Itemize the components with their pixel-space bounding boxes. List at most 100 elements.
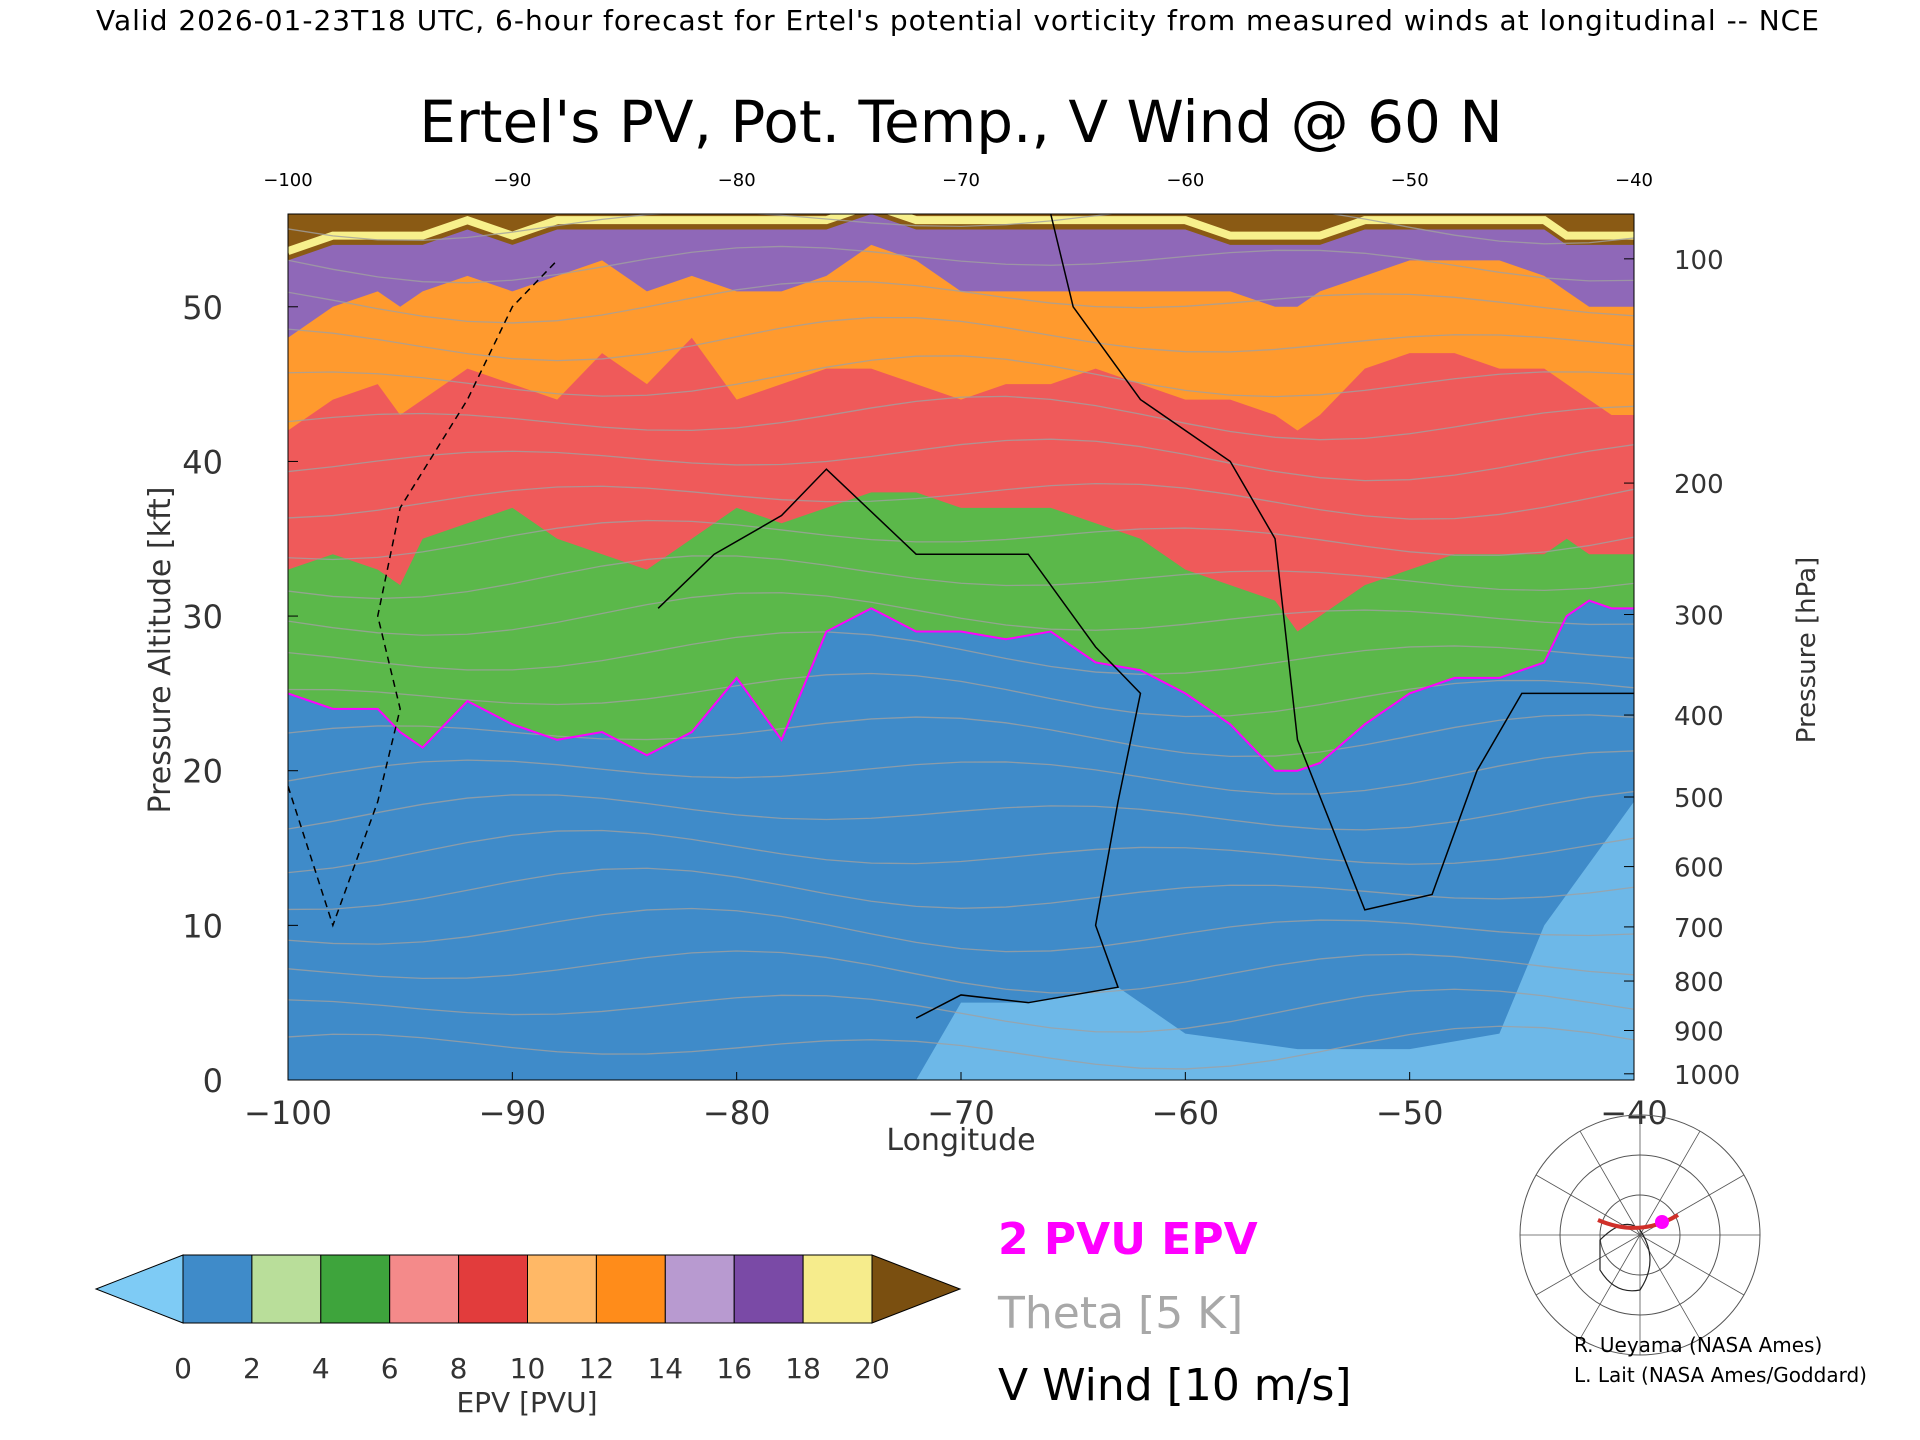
colorbar-label: EPV [PVU] <box>456 1386 597 1419</box>
colorbar-tick-label: 14 <box>647 1352 683 1385</box>
theta-contour <box>288 519 1634 561</box>
top-x-tick-label: −50 <box>1391 170 1429 191</box>
meridian-line <box>1639 1130 1701 1236</box>
meridian-line <box>1579 1130 1641 1236</box>
v-wind-plus10-contour <box>1050 214 1634 911</box>
y-tick-label-right: 500 <box>1674 784 1724 814</box>
colorbar-tick-label: 0 <box>174 1352 192 1385</box>
theta-contour <box>288 592 1634 636</box>
x-tick-label: −70 <box>927 1094 995 1132</box>
colorbar-tick-label: 10 <box>510 1352 546 1385</box>
theta-contour <box>288 245 1634 284</box>
top-x-tick-label: −60 <box>1166 170 1204 191</box>
y-tick-label-right: 300 <box>1674 602 1724 632</box>
theta-contour <box>288 907 1634 953</box>
colorbar-segment <box>527 1254 597 1324</box>
cross-section-path <box>1597 1213 1680 1230</box>
y-tick-label-left: 20 <box>182 753 223 791</box>
top-x-tick-label: −100 <box>263 170 312 191</box>
colorbar-tick-label: 2 <box>243 1352 261 1385</box>
colorbar-tick-label: 12 <box>579 1352 615 1385</box>
chart-title: Ertel's PV, Pot. Temp., V Wind @ 60 N <box>419 88 1502 156</box>
legend-epv-line: 2 PVU EPV <box>998 1214 1258 1265</box>
theta-contour <box>288 867 1634 911</box>
colorbar-segment <box>733 1254 804 1324</box>
y-tick-label-right: 100 <box>1674 246 1724 276</box>
y-tick-label-right: 700 <box>1674 914 1724 944</box>
meridian-line <box>1639 1234 1745 1296</box>
theta-contour <box>288 395 1634 441</box>
colorbar-tick-label: 8 <box>450 1352 468 1385</box>
top-x-tick-label: −70 <box>942 170 980 191</box>
top-x-tick-label: −80 <box>718 170 756 191</box>
x-tick-label: −90 <box>479 1094 547 1132</box>
y-tick-label-right: 900 <box>1674 1018 1724 1048</box>
colorbar-tick-label: 18 <box>785 1352 821 1385</box>
theta-contour <box>288 355 1634 398</box>
y-tick-label-right: 200 <box>1674 470 1724 500</box>
theta-contour <box>288 555 1634 600</box>
theta-contour <box>288 672 1634 718</box>
colorbar-segment <box>458 1254 529 1324</box>
meridian-line <box>1579 1234 1641 1340</box>
y-tick-label-right: 400 <box>1674 702 1724 732</box>
theta-contour <box>288 950 1634 994</box>
x-tick-label: −50 <box>1376 1094 1444 1132</box>
y-tick-label-right: 800 <box>1674 968 1724 998</box>
epv-band-18-20 <box>288 214 1634 255</box>
y-tick-label-left: 0 <box>203 1062 223 1100</box>
meridian-line <box>1535 1234 1641 1296</box>
theta-contour <box>288 1025 1634 1070</box>
theta-contour <box>288 316 1634 362</box>
y-axis-label-left: Pressure Altitude [kft] <box>143 487 178 814</box>
y-tick-label-left: 40 <box>182 443 223 481</box>
colorbar-over-arrow <box>871 1254 962 1324</box>
top-x-tick-label: −40 <box>1615 170 1653 191</box>
legend-wind-line: V Wind [10 m/s] <box>998 1360 1352 1411</box>
y-tick-label-right: 1000 <box>1674 1061 1740 1091</box>
colorbar-segment <box>251 1254 322 1324</box>
x-tick-label: −80 <box>703 1094 771 1132</box>
y-tick-label-left: 50 <box>182 289 223 327</box>
header-banner: Valid 2026-01-23T18 UTC, 6-hour forecast… <box>96 4 1820 37</box>
theta-contour <box>288 714 1634 758</box>
colorbar-tick-label: 20 <box>854 1352 890 1385</box>
theta-contour <box>288 438 1634 482</box>
v-wind-zero-contour <box>657 468 1142 1019</box>
colorbar-segment <box>182 1254 253 1324</box>
y-tick-label-left: 10 <box>182 907 223 945</box>
y-tick-label-left: 30 <box>182 598 223 636</box>
x-tick-label: −100 <box>244 1094 332 1132</box>
colorbar-segment <box>389 1254 460 1324</box>
location-marker-icon <box>1655 1215 1669 1229</box>
credit-line-1: R. Ueyama (NASA Ames) <box>1574 1333 1822 1357</box>
theta-contour <box>288 988 1634 1033</box>
colorbar-tick-label: 4 <box>312 1352 330 1385</box>
theta-contour <box>288 482 1634 520</box>
coastline-outline <box>1599 1223 1651 1292</box>
x-tick-label: −60 <box>1152 1094 1220 1132</box>
y-axis-label-right: Pressure [hPa] <box>1792 557 1822 744</box>
theta-contour <box>288 790 1634 831</box>
polar-locator-map <box>1519 1114 1761 1356</box>
theta-contour <box>288 631 1634 675</box>
meridian-line <box>1639 1234 1701 1340</box>
y-tick-label-right: 600 <box>1674 854 1724 884</box>
x-axis-label: Longitude <box>886 1123 1035 1158</box>
theta-contour <box>288 750 1634 795</box>
epv-band-below-0 <box>916 801 1634 1080</box>
colorbar-segment <box>802 1254 873 1324</box>
colorbar-tick-label: 16 <box>716 1352 752 1385</box>
top-x-tick-label: −90 <box>493 170 531 191</box>
credit-line-2: L. Lait (NASA Ames/Goddard) <box>1574 1363 1867 1387</box>
theta-contour <box>288 280 1634 324</box>
axes: −100 −90 −80 −70 −60 −50 −40 −100 −90 −80 −70 −60 −5… <box>182 170 1740 1132</box>
legend-theta-line: Theta [5 K] <box>997 1288 1243 1339</box>
colorbar-segment <box>320 1254 391 1324</box>
colorbar-segment <box>664 1254 735 1324</box>
colorbar-tick-label: 6 <box>381 1352 399 1385</box>
theta-contour <box>288 214 1634 245</box>
epv-colorbar: 0 2 4 6 8 10 12 14 16 18 20 <box>94 1254 962 1385</box>
colorbar-segment <box>595 1254 666 1324</box>
